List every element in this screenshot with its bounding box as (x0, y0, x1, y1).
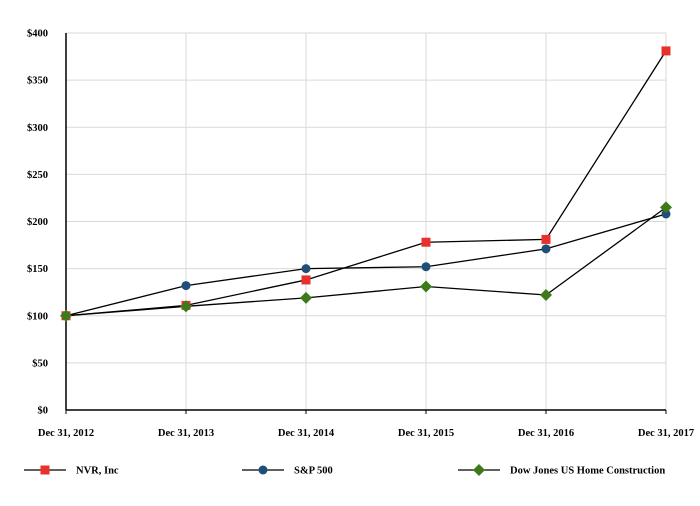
point-nvr-inc (661, 46, 671, 56)
x-tick-label: Dec 31, 2014 (278, 428, 335, 439)
y-tick-label: $0 (38, 406, 49, 417)
x-tick-label: Dec 31, 2016 (518, 428, 574, 439)
point-dow-jones-us-home-construction (300, 291, 312, 304)
legend-label-s-p-500: S&P 500 (294, 466, 333, 477)
x-tick-label: Dec 31, 2012 (38, 428, 94, 439)
point-dow-jones-us-home-construction (420, 280, 432, 293)
y-tick-label: $50 (32, 358, 48, 369)
point-dow-jones-us-home-construction (660, 201, 672, 214)
series-line-dow-jones-us-home-construction (65, 206, 667, 317)
y-tick-label: $300 (27, 123, 48, 134)
point-s-p-500 (421, 262, 431, 272)
point-dow-jones-us-home-construction (60, 309, 72, 322)
y-tick-label: $400 (27, 29, 48, 40)
series-line-nvr-inc (65, 50, 667, 317)
x-tick-label: Dec 31, 2013 (158, 428, 214, 439)
point-dow-jones-us-home-construction (180, 300, 192, 313)
legend-label-dow-jones-us-home-construction: Dow Jones US Home Construction (510, 466, 665, 477)
point-s-p-500 (661, 209, 671, 219)
point-nvr-inc (301, 275, 311, 285)
series-markers (60, 46, 672, 322)
grid (66, 32, 667, 410)
legend-marker-dow-jones-us-home-construction (473, 464, 485, 476)
y-axis-ticks: $0 $50 $100 $150 $200 $250 $300 $350 $400 (27, 29, 48, 417)
point-nvr-inc (421, 237, 431, 247)
legend-label-nvr-inc: NVR, Inc (76, 466, 119, 477)
point-s-p-500 (541, 244, 551, 254)
y-tick-label: $100 (27, 311, 48, 322)
point-nvr-inc (541, 234, 551, 244)
point-s-p-500 (301, 264, 311, 274)
legend-marker-nvr-inc (40, 465, 50, 475)
point-s-p-500 (181, 281, 191, 291)
point-dow-jones-us-home-construction (540, 289, 552, 302)
x-tick-label: Dec 31, 2017 (638, 428, 694, 439)
y-tick-label: $200 (27, 217, 48, 228)
legend-marker-s-p-500 (258, 465, 268, 475)
series-line-s-p-500 (65, 213, 667, 317)
y-tick-label: $250 (27, 170, 48, 181)
legend: NVR, Inc S&P 500 Dow Jones US Home Constru… (24, 464, 665, 477)
x-axis-ticks: Dec 31, 2012 Dec 31, 2013 Dec 31, 2014 Dec … (38, 428, 694, 439)
axes (65, 33, 667, 414)
y-tick-label: $150 (27, 264, 48, 275)
x-tick-label: Dec 31, 2015 (398, 428, 454, 439)
y-tick-label: $350 (27, 76, 48, 87)
series-lines (65, 50, 667, 317)
